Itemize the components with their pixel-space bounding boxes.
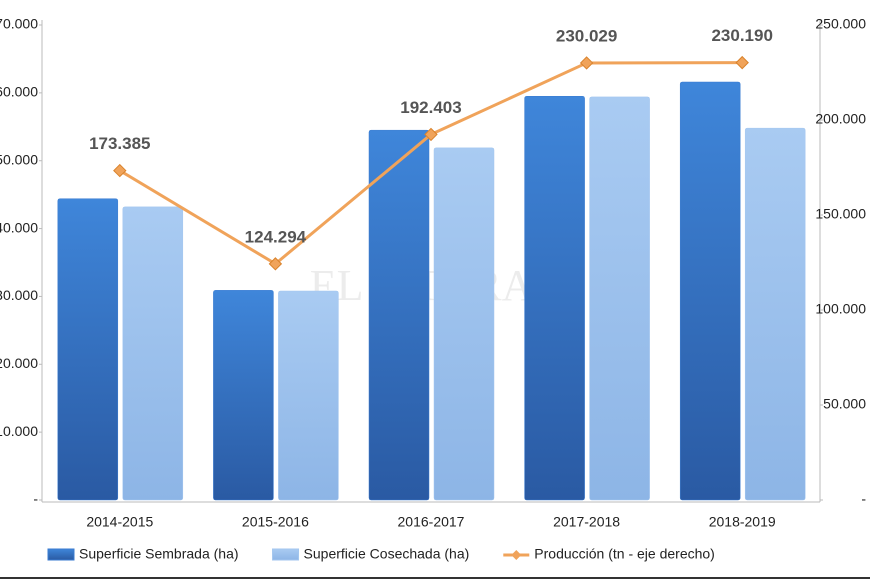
bar	[524, 96, 585, 501]
y-tick-label: 70.000	[0, 16, 38, 32]
bar	[278, 290, 339, 501]
data-label: 173.385	[89, 134, 150, 153]
y2-tick-label: 200.000	[815, 111, 866, 127]
legend-label: Producción (tn - eje derecho)	[534, 546, 715, 562]
marker	[113, 163, 127, 178]
marker	[579, 56, 594, 70]
y2-tick-label: 100.000	[815, 301, 866, 317]
y-tick-label: 60.000	[0, 84, 38, 100]
y-tick-label: -	[33, 491, 38, 507]
bar	[744, 127, 806, 501]
y-tick-label: 30.000	[0, 287, 38, 303]
data-label: 192.403	[400, 98, 461, 117]
y-tick-label: 40.000	[0, 219, 38, 235]
x-tick-label: 2015-2016	[242, 514, 309, 530]
bar	[213, 290, 274, 501]
x-tick-label: 2017-2018	[553, 514, 620, 530]
legend-swatch	[272, 548, 300, 561]
y2-tick-label: 50.000	[823, 396, 866, 412]
y-tick-label: 20.000	[0, 355, 38, 371]
y-tick-label: 10.000	[0, 423, 38, 439]
bar	[368, 129, 430, 501]
legend-swatch	[47, 548, 75, 561]
bar	[57, 198, 119, 501]
legend-label: Superficie Sembrada (ha)	[79, 546, 239, 562]
bar	[122, 206, 184, 501]
bar	[589, 96, 650, 501]
y2-tick-label: 150.000	[815, 206, 866, 222]
x-tick-label: 2018-2019	[709, 514, 776, 530]
data-label: 124.294	[245, 227, 307, 246]
data-label: 230.190	[711, 26, 772, 45]
x-tick-label: 2014-2015	[86, 514, 153, 530]
y2-tick-label: -	[861, 491, 866, 507]
x-tick-label: 2016-2017	[398, 514, 465, 530]
marker	[268, 257, 283, 271]
bar	[433, 147, 495, 501]
y-tick-label: 50.000	[0, 151, 38, 167]
legend-swatch	[511, 550, 522, 560]
marker	[735, 55, 749, 70]
bar	[679, 81, 741, 501]
legend-label: Superficie Cosechada (ha)	[304, 546, 470, 562]
marker	[424, 127, 438, 142]
data-label: 230.029	[556, 26, 617, 45]
y2-tick-label: 250.000	[815, 16, 866, 32]
